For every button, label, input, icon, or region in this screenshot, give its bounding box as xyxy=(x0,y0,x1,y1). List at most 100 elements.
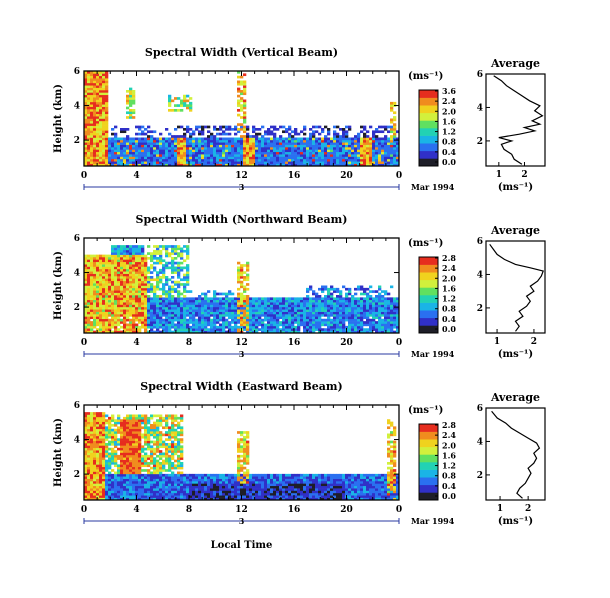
heatmap-cell xyxy=(216,151,220,155)
heatmap-cell xyxy=(378,318,382,322)
heatmap-cell xyxy=(243,316,247,320)
heatmap-cell xyxy=(216,142,220,145)
heatmap-cell xyxy=(93,158,97,162)
heatmap-cell xyxy=(120,424,124,427)
heatmap-cell xyxy=(135,261,139,265)
heatmap-cell xyxy=(153,156,157,160)
heatmap-cell xyxy=(336,328,340,331)
heatmap-cell xyxy=(273,302,277,305)
heatmap-cell xyxy=(87,469,91,472)
heatmap-cell xyxy=(168,104,172,107)
heatmap-cell xyxy=(234,304,238,308)
heatmap-cell xyxy=(186,323,190,327)
heatmap-cell xyxy=(354,163,358,166)
heatmap-cell xyxy=(111,316,115,320)
colorbar-tick-label: 2.0 xyxy=(442,273,456,283)
heatmap-cell xyxy=(99,476,103,479)
heatmap-cell xyxy=(135,247,139,251)
heatmap-cell xyxy=(300,302,304,305)
heatmap-cell xyxy=(144,292,148,296)
heatmap-cell xyxy=(288,144,292,148)
heatmap-cell xyxy=(96,497,100,500)
heatmap-cell xyxy=(387,163,391,166)
heatmap-cell xyxy=(213,321,217,324)
heatmap-cell xyxy=(276,302,280,305)
heatmap-cell xyxy=(333,297,337,301)
heatmap-cell xyxy=(123,419,127,422)
heatmap-cell xyxy=(246,268,250,272)
heatmap-cell xyxy=(288,158,292,162)
heatmap-cell xyxy=(105,78,109,81)
heatmap-cell xyxy=(114,476,118,479)
heatmap-cell xyxy=(288,323,292,327)
heatmap-cell xyxy=(288,163,292,166)
heatmap-cell xyxy=(204,156,208,160)
heatmap-cell xyxy=(126,297,130,301)
heatmap-cell xyxy=(126,94,130,98)
heatmap-cell xyxy=(183,139,187,143)
heatmap-cell xyxy=(129,278,133,282)
heatmap-cell xyxy=(87,311,91,315)
heatmap-cell xyxy=(222,292,226,296)
heatmap-cell xyxy=(147,295,151,298)
heatmap-cell xyxy=(225,304,229,308)
heatmap-cell xyxy=(339,144,343,148)
heatmap-cell xyxy=(96,466,100,470)
heatmap-cell xyxy=(291,299,295,303)
heatmap-cell xyxy=(159,278,163,282)
heatmap-cell xyxy=(366,323,370,327)
heatmap-cell xyxy=(342,144,346,148)
heatmap-cell xyxy=(138,445,142,449)
heatmap-cell xyxy=(363,135,367,138)
heatmap-cell xyxy=(342,321,346,324)
heatmap-cell xyxy=(219,306,223,310)
heatmap-cell xyxy=(132,428,136,432)
heatmap-cell xyxy=(216,161,220,164)
heatmap-cell xyxy=(357,156,361,160)
heatmap-cell xyxy=(108,144,112,148)
heatmap-cell xyxy=(102,151,106,155)
heatmap-cell xyxy=(126,325,130,329)
heatmap-cell xyxy=(381,321,385,324)
heatmap-cell xyxy=(339,137,343,141)
heatmap-cell xyxy=(237,87,241,91)
heatmap-cell xyxy=(93,497,97,500)
heatmap-cell xyxy=(165,254,169,258)
heatmap-cell xyxy=(378,163,382,166)
heatmap-cell xyxy=(132,495,136,498)
heatmap-cell xyxy=(114,431,118,434)
heatmap-cell xyxy=(129,457,133,460)
heatmap-cell xyxy=(132,459,136,463)
heatmap-cell xyxy=(369,125,373,129)
heatmap-cell xyxy=(333,302,337,305)
heatmap-cell xyxy=(126,497,130,500)
heatmap-cell xyxy=(249,302,253,305)
heatmap-cell xyxy=(342,297,346,301)
heatmap-cell xyxy=(123,492,127,496)
heatmap-cell xyxy=(156,278,160,282)
heatmap-cell xyxy=(150,297,154,301)
heatmap-cell xyxy=(273,330,277,333)
heatmap-cell xyxy=(228,142,232,145)
heatmap-cell xyxy=(309,297,313,301)
heatmap-cell xyxy=(159,306,163,310)
heatmap-cell xyxy=(84,443,88,446)
heatmap-cell xyxy=(201,306,205,310)
heatmap-cell xyxy=(138,259,142,263)
heatmap-cell xyxy=(237,156,241,160)
heatmap-cell xyxy=(381,144,385,148)
heatmap-cell xyxy=(225,325,229,329)
heatmap-cell xyxy=(84,292,88,296)
heatmap-cell xyxy=(99,113,103,117)
heatmap-cell xyxy=(132,94,136,98)
heatmap-cell xyxy=(84,431,88,434)
heatmap-cell xyxy=(126,106,130,110)
heatmap-cell xyxy=(129,266,133,270)
heatmap-cell xyxy=(339,292,343,296)
heatmap-cell xyxy=(99,443,103,446)
heatmap-cell xyxy=(228,306,232,310)
heatmap-cell xyxy=(105,318,109,322)
heatmap-cell xyxy=(84,488,88,491)
heatmap-cell xyxy=(303,137,307,141)
heatmap-cell xyxy=(327,306,331,310)
